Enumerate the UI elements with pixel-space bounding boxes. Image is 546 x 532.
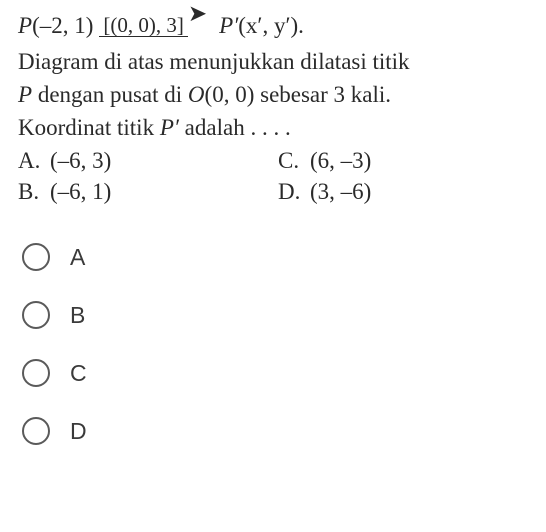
description-line-3: Koordinat titik P′ adalah . . . . (18, 112, 528, 143)
answer-d: D.(3, –6) (278, 176, 528, 207)
transform-top: [(0, 0), 3] (99, 15, 187, 37)
description-line-2: P dengan pusat di O(0, 0) sebesar 3 kali… (18, 79, 528, 110)
radio-icon (22, 301, 50, 329)
radio-icon (22, 243, 50, 271)
answers-left-column: A.(–6, 3) B.(–6, 1) (18, 145, 278, 207)
option-label-a: A (70, 244, 85, 271)
radio-options: A B C D (18, 243, 528, 445)
option-c[interactable]: C (22, 359, 528, 387)
option-d[interactable]: D (22, 417, 528, 445)
answer-a: A.(–6, 3) (18, 145, 278, 176)
arrow-icon: ➤ (188, 0, 207, 30)
radio-icon (22, 359, 50, 387)
option-label-c: C (70, 360, 87, 387)
radio-icon (22, 417, 50, 445)
answer-b: B.(–6, 1) (18, 176, 278, 207)
description-line-1: Diagram di atas menunjukkan dilatasi tit… (18, 46, 528, 77)
answers-right-column: C.(6, –3) D.(3, –6) (278, 145, 528, 207)
answer-choices: A.(–6, 3) B.(–6, 1) C.(6, –3) D.(3, –6) (18, 145, 528, 207)
point-p: P(–2, 1) (18, 10, 93, 42)
option-b[interactable]: B (22, 301, 528, 329)
option-a[interactable]: A (22, 243, 528, 271)
math-expression: P(–2, 1) [(0, 0), 3] ➤ P′(x′, y′). (18, 10, 528, 42)
question-block: P(–2, 1) [(0, 0), 3] ➤ P′(x′, y′). Diagr… (18, 10, 528, 207)
option-label-b: B (70, 302, 85, 329)
option-label-d: D (70, 418, 87, 445)
point-p-prime: P′(x′, y′). (219, 10, 304, 42)
transform-notation: [(0, 0), 3] (99, 15, 187, 37)
answer-c: C.(6, –3) (278, 145, 528, 176)
